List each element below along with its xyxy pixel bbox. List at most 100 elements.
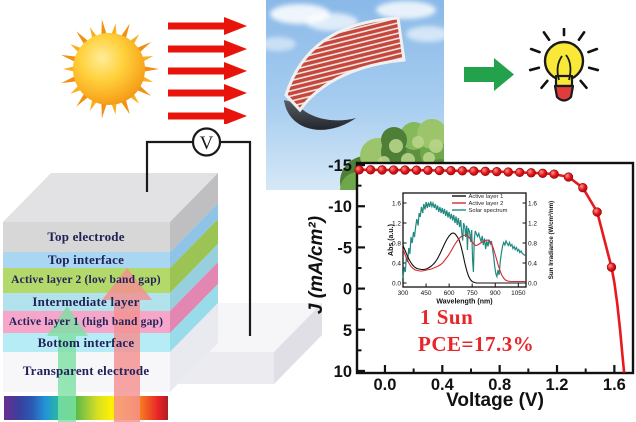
legend-label: Active layer 2 [469, 201, 504, 207]
inset-y2-tick-label: 0.8 [528, 240, 537, 247]
sun-ray [101, 19, 108, 37]
light-ray-arrow [168, 62, 247, 80]
inset-x-tick-label: 900 [490, 290, 501, 297]
legend-label: Solar spectrum [469, 208, 508, 214]
sheet-topside [284, 16, 406, 113]
y-axis-title-text: J (mA/cm²) [306, 215, 327, 315]
arrow-shaft [168, 112, 225, 120]
light-bulb-icon [528, 28, 600, 102]
jv-data-point [377, 165, 387, 175]
inset-series-active-layer-1 [402, 232, 526, 284]
annotation-1sun: 1 Sun [420, 305, 474, 329]
arrow-head [224, 62, 247, 80]
inset-x-tick-label: 750 [467, 290, 478, 297]
layer-front-face [3, 268, 170, 293]
layer-front-face [3, 311, 170, 333]
y-axis-tick-label: -10 [328, 198, 352, 216]
light-ray-arrow [168, 107, 247, 124]
inset-y2-tick-label: 0.4 [528, 260, 537, 267]
layer-front-face [3, 252, 170, 268]
jv-data-point [538, 168, 548, 178]
wire-left [145, 140, 193, 192]
inset-y-axis-title: Abs (a.u.) [388, 224, 395, 256]
bulb-ray [528, 66, 541, 72]
arrow-head [224, 107, 247, 124]
inset-y-tick-label: 0.8 [392, 240, 401, 247]
bulb-ray [579, 79, 588, 90]
bulb-ray [587, 66, 600, 72]
jv-data-point [526, 168, 536, 178]
y-axis-tick-label: 5 [343, 322, 352, 340]
inset-y2-tick-label: 1.2 [528, 220, 537, 227]
sun-disc [73, 33, 145, 105]
jv-chart: 0.0 0.4 0.8 1.2 1.6 -15 -10 -5 0 5 10 300 450 600 750 9… [300, 152, 636, 422]
inset-x-tick-label: 1050 [511, 290, 526, 297]
inset-x-tick-label: 300 [398, 290, 409, 297]
sun-ray [101, 101, 108, 119]
stack-top-face [3, 173, 218, 222]
arrow-head [224, 84, 247, 102]
jv-data-point [563, 172, 574, 182]
inset-y2-axis-title: Sun Irradiance (W/cm²/nm) [548, 201, 555, 279]
x-axis-tick-label: 0.8 [488, 376, 511, 394]
jv-data-point [423, 165, 433, 175]
inset-y-tick-label: 0.4 [392, 260, 401, 267]
sun-ray [141, 66, 159, 72]
x-axis-title: Voltage (V) [446, 390, 544, 411]
jv-data-point [469, 166, 479, 176]
light-ray-arrow [168, 17, 247, 35]
annotation-pce: PCE=17.3% [418, 332, 535, 356]
jv-data-point [492, 166, 502, 177]
inset-x-tick-label: 450 [421, 290, 432, 297]
y-axis-tick-label: -15 [328, 157, 352, 175]
clouds [266, 1, 444, 51]
foliage-highlight [412, 136, 424, 148]
jv-chart-svg: 0.0 0.4 0.8 1.2 1.6 -15 -10 -5 0 5 10 300 450 600 750 9… [328, 157, 635, 394]
y-axis-tick-label: 0 [343, 281, 352, 299]
layer-right-face [170, 173, 218, 252]
voltmeter-icon [191, 127, 222, 157]
foliage-highlight [429, 139, 443, 153]
x-axis-tick-label: 0.0 [373, 376, 396, 394]
layer-right-face [170, 262, 218, 333]
foliage-highlight [423, 152, 435, 164]
sunlight-arrows-icon [168, 17, 247, 124]
inset-y2-tick-label: 1.6 [528, 200, 537, 207]
green-photon-shaft [58, 336, 76, 422]
green-arrow-head [494, 58, 514, 91]
substrate-right-face [274, 303, 322, 384]
layer-front-face [3, 222, 170, 252]
layer-front-face [3, 352, 170, 392]
x-axis-tick-label: 1.6 [603, 376, 626, 394]
inset-x-axis-title: Wavelength (nm) [436, 299, 492, 306]
arrow-shaft [168, 67, 225, 75]
inset-x-tick-label: 600 [444, 290, 455, 297]
arrow-shaft [168, 89, 225, 97]
jv-data-point [446, 166, 456, 176]
arrow-shaft [168, 22, 225, 30]
bulb-ray [529, 47, 541, 54]
inset-y-tick-label: 0.0 [392, 280, 401, 287]
sun-ray [63, 66, 77, 72]
y-axis-tick-label: -5 [337, 239, 352, 257]
red-photon-shaft [114, 300, 140, 422]
bulb-filament [556, 54, 572, 81]
bulb-ray [587, 47, 599, 54]
arrow-head [224, 17, 247, 35]
bulb-ray [540, 79, 549, 90]
layer-right-face [170, 244, 218, 311]
layer-right-face [170, 303, 218, 392]
flexible-solar-sheet [284, 16, 406, 130]
inset-y-tick-label: 1.6 [392, 200, 401, 207]
green-photon-head [47, 306, 88, 336]
foliage-highlight [389, 139, 403, 153]
jv-data-point [515, 167, 525, 178]
y-axis-tick-label: 10 [334, 363, 352, 381]
layer-right-face [170, 203, 218, 268]
arrow-head [224, 40, 247, 58]
inset-series-solar-spectrum [402, 200, 526, 279]
inset-y2-tick-label: 0.0 [528, 280, 537, 287]
jv-data-point [503, 167, 513, 177]
inset-series-active-layer-2 [402, 234, 526, 283]
